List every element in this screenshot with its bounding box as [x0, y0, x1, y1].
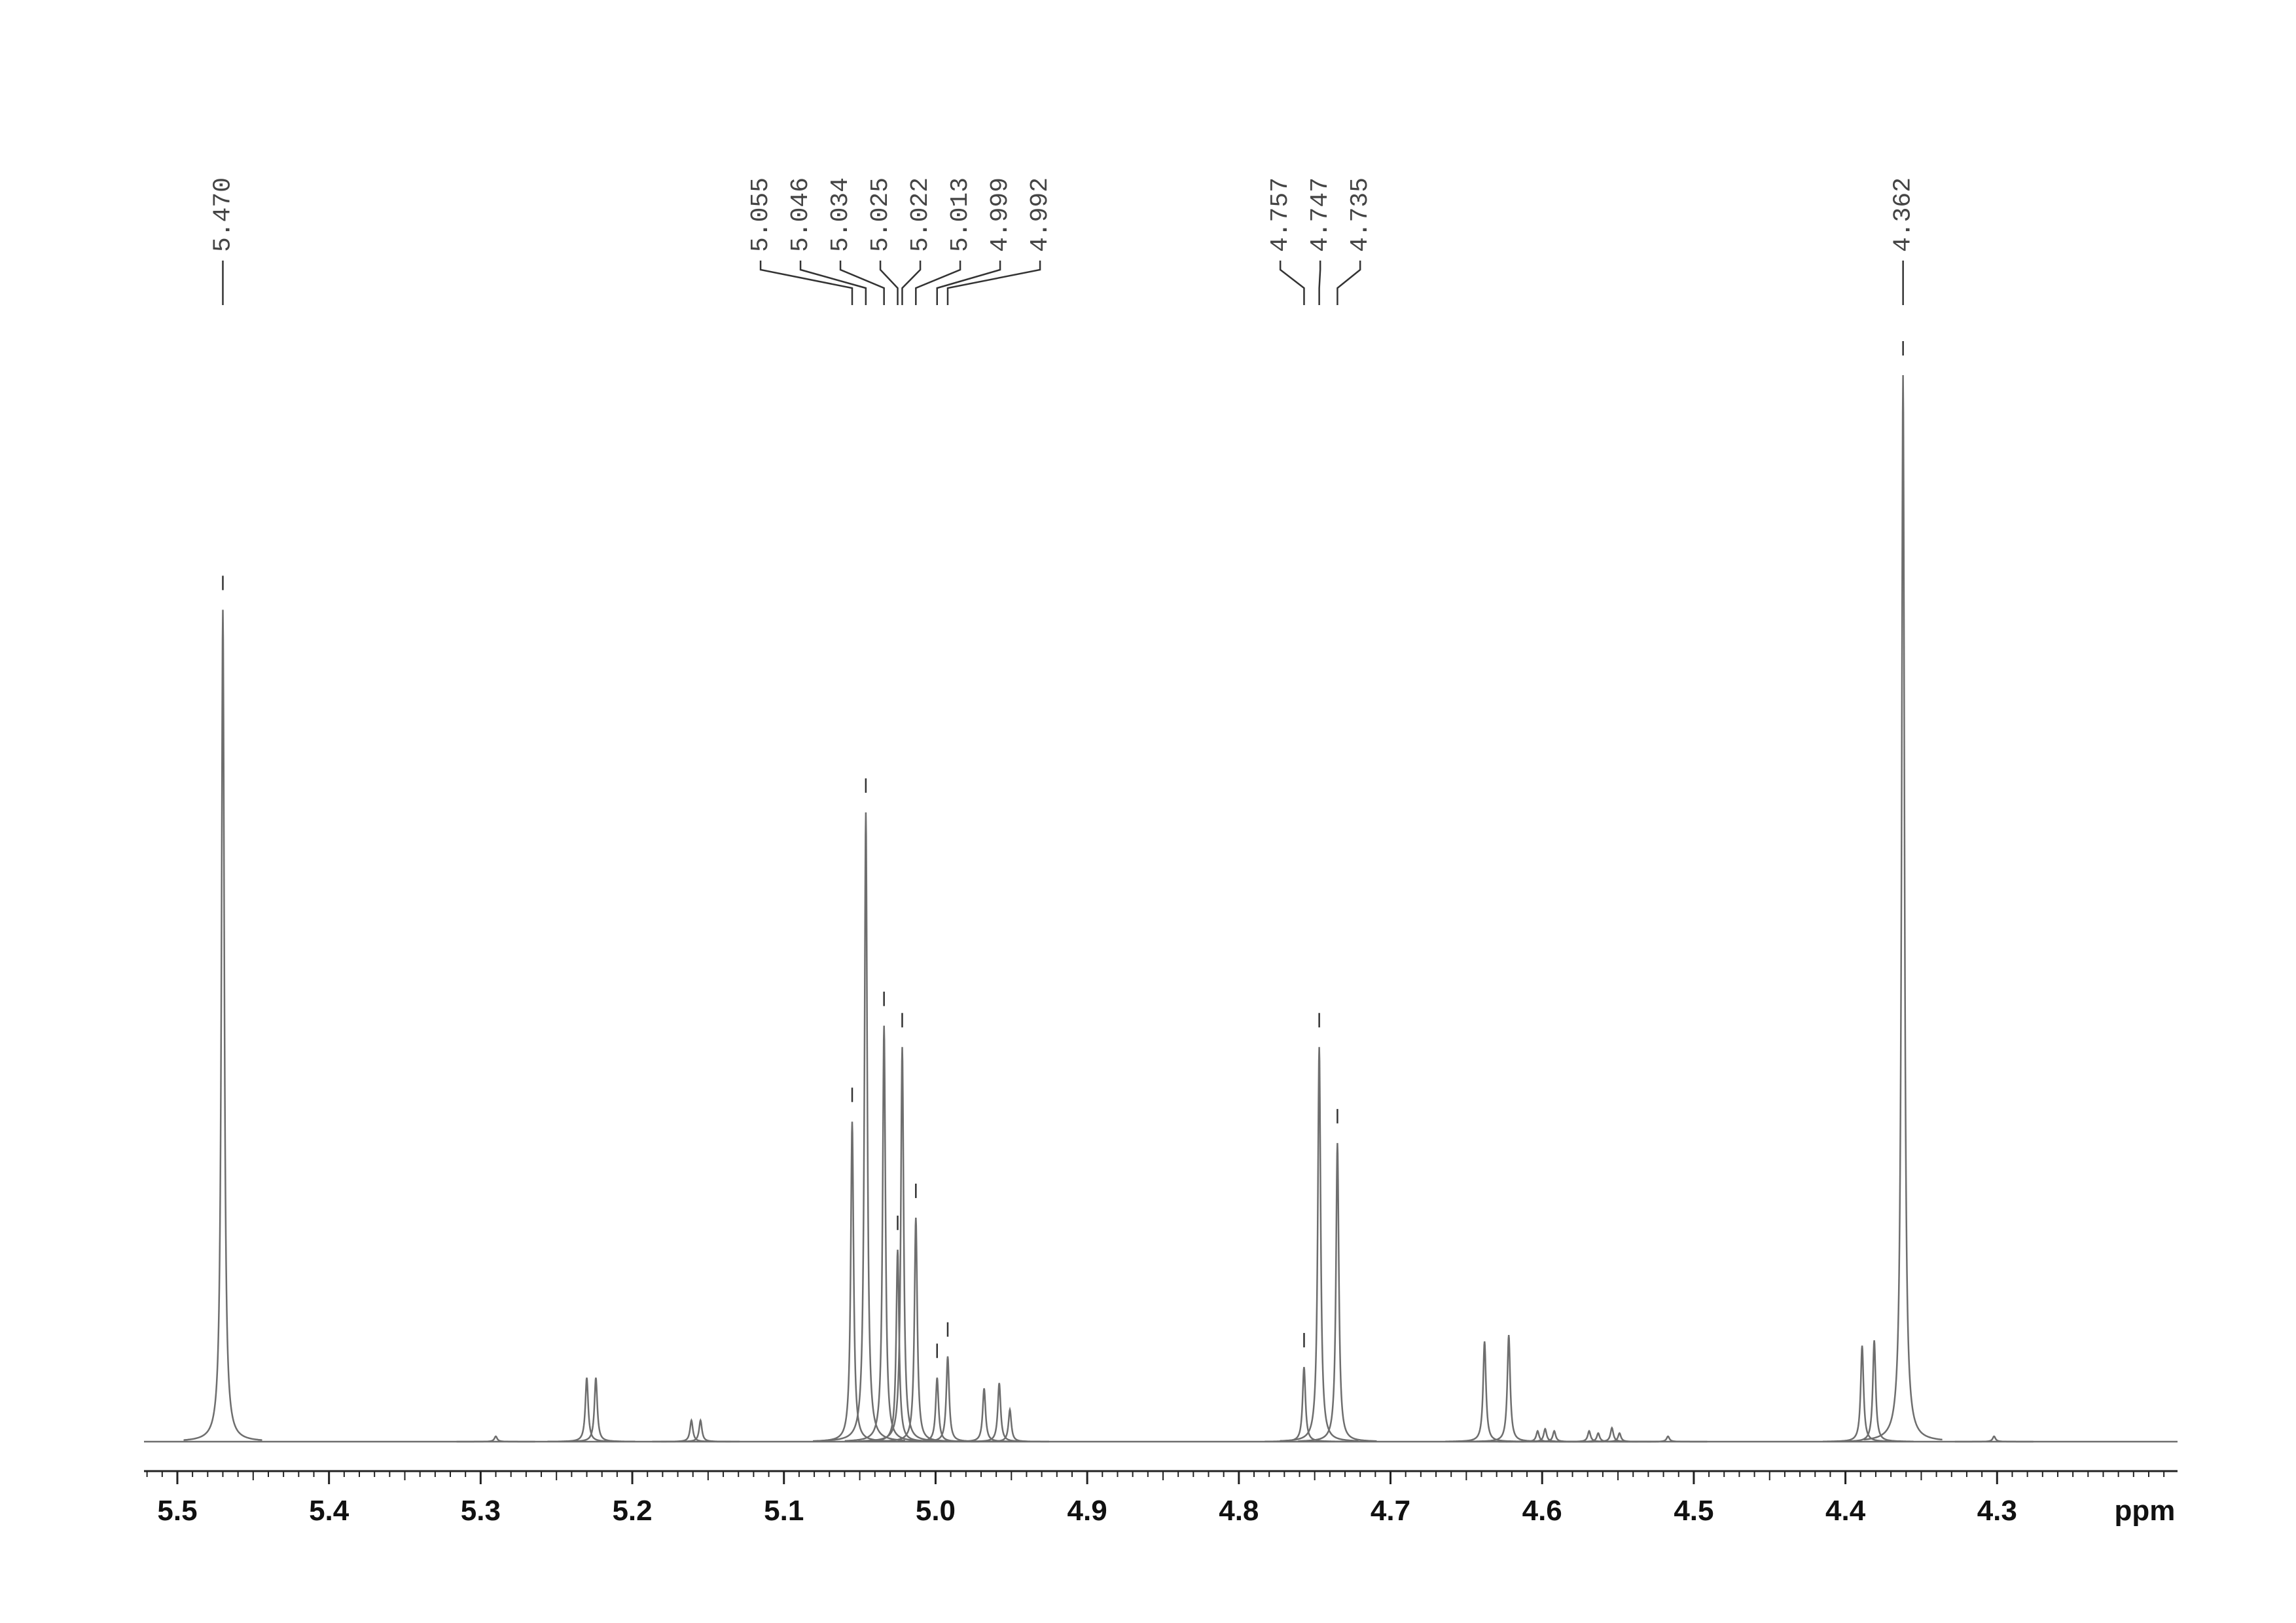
x-tick-label: 5.0: [916, 1495, 956, 1527]
x-tick-label: 5.1: [764, 1495, 804, 1527]
peak: [1954, 1435, 2034, 1443]
peak-label: 4.999: [986, 177, 1014, 252]
peak-label: 5.013: [946, 177, 975, 252]
peak-label: 5.055: [747, 177, 775, 252]
peak-leader: [915, 261, 961, 305]
peak-leader: [759, 261, 853, 305]
peak: [826, 812, 905, 1442]
x-tick-label: 5.4: [309, 1495, 350, 1527]
peak-leader: [839, 261, 885, 305]
peak: [183, 610, 262, 1441]
peak: [1863, 374, 1943, 1441]
x-tick-label: 4.5: [1674, 1495, 1713, 1527]
peak-label: 5.025: [867, 177, 895, 252]
peak-label: 4.992: [1026, 177, 1054, 252]
peak-label: 4.747: [1306, 177, 1335, 252]
peak: [971, 1406, 1049, 1443]
peak-leader: [936, 261, 1001, 305]
peak-leader: [1318, 261, 1321, 305]
peak: [556, 1377, 636, 1443]
peak: [1280, 1047, 1359, 1442]
x-axis-label: ppm: [2115, 1495, 2176, 1527]
peak: [661, 1418, 740, 1443]
peak: [456, 1435, 535, 1443]
peak-label: 4.757: [1266, 177, 1295, 252]
peak: [1628, 1435, 1708, 1443]
peak-label: 4.362: [1890, 177, 1918, 252]
peak-label: 5.022: [906, 177, 935, 252]
peak-leader: [799, 261, 867, 305]
x-tick-label: 5.3: [461, 1495, 501, 1527]
peak: [844, 1025, 924, 1442]
peak: [1265, 1366, 1344, 1443]
peak-leader: [879, 261, 899, 305]
x-tick-label: 4.4: [1825, 1495, 1866, 1527]
peak-label: 4.735: [1346, 177, 1374, 252]
peak: [1835, 1340, 1914, 1442]
peak-label: 5.034: [827, 177, 855, 252]
peak: [876, 1217, 956, 1442]
peak-leader: [946, 261, 1041, 305]
x-tick-label: 4.7: [1371, 1495, 1410, 1527]
x-tick-label: 5.5: [157, 1495, 197, 1527]
x-tick-label: 4.9: [1067, 1495, 1107, 1527]
peak: [944, 1388, 1024, 1443]
x-tick-label: 4.3: [1977, 1495, 2017, 1527]
peak-leader: [1279, 261, 1305, 305]
peak: [1298, 1142, 1377, 1442]
x-tick-label: 5.2: [612, 1495, 652, 1527]
peak-leader: [901, 261, 922, 305]
peak-leader: [1336, 261, 1361, 305]
x-tick-label: 4.8: [1219, 1495, 1259, 1527]
peak-label: 5.470: [209, 177, 238, 252]
peak-label: 5.046: [787, 177, 815, 252]
x-tick-label: 4.6: [1522, 1495, 1562, 1527]
